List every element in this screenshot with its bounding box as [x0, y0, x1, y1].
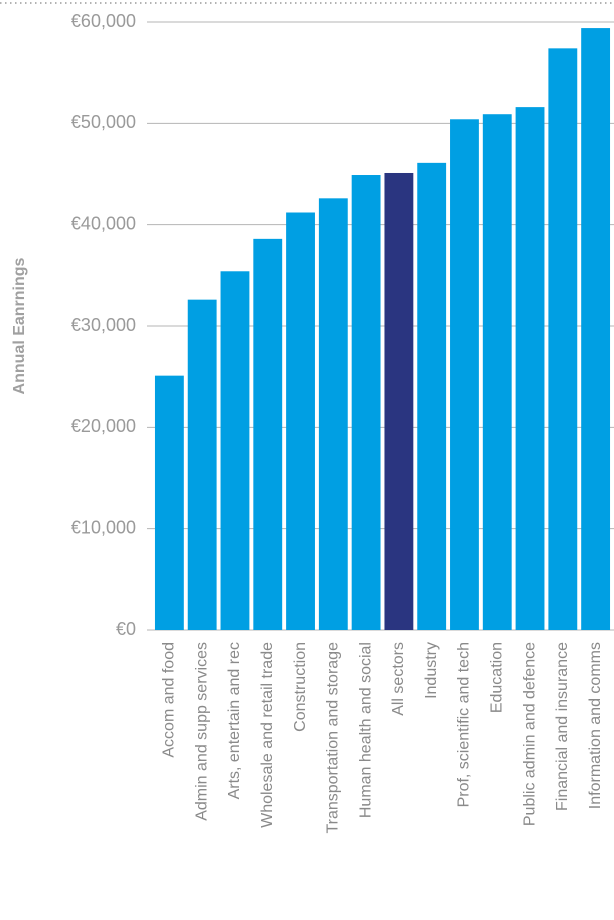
x-tick-label: Admin and supp services [193, 642, 210, 821]
bar [515, 107, 545, 631]
x-tick-label: Human health and social [357, 642, 374, 818]
bar [482, 114, 512, 631]
x-tick-label: Accom and food [161, 642, 178, 758]
x-tick-label: Transportation and storage [325, 642, 342, 834]
bar [187, 299, 217, 630]
x-tick-label: Public admin and defence [521, 642, 538, 826]
bar [581, 28, 611, 630]
y-tick-label: €40,000 [71, 213, 136, 233]
y-tick-label: €10,000 [71, 517, 136, 537]
bar [253, 238, 283, 630]
x-tick-label: Education [488, 642, 505, 713]
y-tick-label: €50,000 [71, 112, 136, 132]
y-axis-title: Annual Eanrnings [11, 257, 28, 394]
bar [351, 175, 381, 630]
y-tick-label: €60,000 [71, 11, 136, 31]
y-tick-label: €20,000 [71, 416, 136, 436]
x-tick-label: Construction [292, 642, 309, 732]
bar [384, 172, 414, 630]
bar [154, 375, 184, 630]
y-tick-label: €30,000 [71, 315, 136, 335]
x-tick-label: Wholesale and retail trade [259, 642, 276, 828]
x-tick-label: All sectors [390, 642, 407, 716]
bar [286, 212, 315, 631]
x-tick-label: Arts, entertain and rec [226, 642, 243, 799]
bar [548, 48, 578, 630]
bar [417, 162, 447, 630]
y-tick-label: €0 [116, 619, 136, 639]
x-tick-label: Industry [423, 642, 440, 699]
bar [450, 119, 479, 630]
x-tick-label: Prof, scientific and tech [456, 642, 473, 807]
bar [220, 271, 250, 630]
x-tick-label: Financial and insurance [554, 642, 571, 811]
x-tick-label: Information and comms [587, 642, 604, 809]
bar [318, 198, 348, 630]
